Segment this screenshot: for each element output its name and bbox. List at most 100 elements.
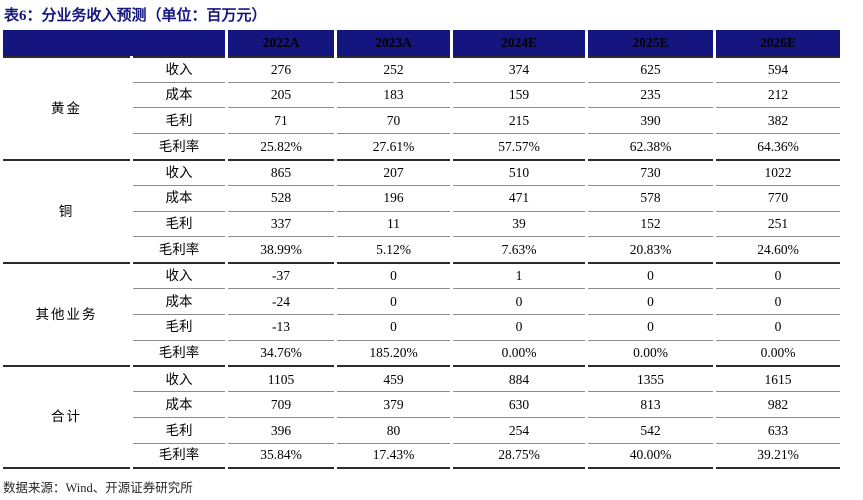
value-cell: 709: [228, 391, 334, 417]
value-cell: 594: [716, 55, 840, 82]
metric-label: 毛利: [133, 210, 225, 237]
value-cell: 152: [588, 210, 713, 237]
value-cell: 20.83%: [588, 236, 713, 262]
table-row: 毛利率 35.84% 17.43% 28.75% 40.00% 39.21%: [3, 442, 840, 469]
metric-label: 成本: [133, 391, 225, 417]
group-label-copper: 铜: [3, 158, 130, 262]
table-row: 毛利率 25.82% 27.61% 57.57% 62.38% 64.36%: [3, 133, 840, 159]
value-cell: 1105: [228, 365, 334, 391]
value-cell: 38.99%: [228, 236, 334, 262]
header-year-2022a: 2022A: [228, 30, 334, 56]
value-cell: 34.76%: [228, 339, 334, 366]
data-source-note: 数据来源：Wind、开源证券研究所: [3, 480, 193, 495]
value-cell: 1355: [588, 365, 713, 391]
value-cell: 64.36%: [716, 133, 840, 159]
value-cell: 7.63%: [453, 236, 585, 262]
value-cell: 276: [228, 55, 334, 82]
value-cell: 62.38%: [588, 133, 713, 159]
value-cell: 0: [337, 262, 450, 288]
value-cell: 337: [228, 210, 334, 237]
value-cell: 235: [588, 81, 713, 108]
value-cell: 0.00%: [453, 339, 585, 366]
value-cell: 25.82%: [228, 133, 334, 159]
table-row: 成本 709 379 630 813 982: [3, 391, 840, 417]
value-cell: 159: [453, 81, 585, 108]
metric-label: 毛利率: [133, 339, 225, 366]
table-row: 毛利 337 11 39 152 251: [3, 210, 840, 237]
value-cell: 39: [453, 210, 585, 237]
table-row: 铜 收入 865 207 510 730 1022: [3, 158, 840, 218]
value-cell: 374: [453, 55, 585, 82]
metric-label: 成本: [133, 184, 225, 211]
value-cell: 70: [337, 107, 450, 133]
value-cell: 633: [716, 416, 840, 443]
value-cell: 379: [337, 391, 450, 417]
table-row: 其他业务 收入 -37 0 1 0 0: [3, 262, 840, 321]
value-cell: 80: [337, 416, 450, 443]
group-label-other: 其他业务: [3, 262, 130, 365]
value-cell: 1: [453, 262, 585, 288]
metric-label: 收入: [133, 158, 225, 185]
value-cell: 0: [588, 287, 713, 314]
value-cell: 528: [228, 184, 334, 211]
table-row: 成本 -24 0 0 0 0: [3, 287, 840, 314]
metric-label: 毛利率: [133, 442, 225, 469]
table-header-row: 2022A 2023A 2024E 2025E 2026E: [3, 30, 840, 56]
value-cell: 865: [228, 158, 334, 185]
header-empty-cell: [3, 30, 225, 56]
metric-label: 毛利: [133, 416, 225, 443]
value-cell: 207: [337, 158, 450, 185]
metric-label: 收入: [133, 262, 225, 288]
value-cell: 578: [588, 184, 713, 211]
table-row: 合计 收入 1105 459 884 1355 1615: [3, 365, 840, 469]
value-cell: 212: [716, 81, 840, 108]
table-row: 毛利 -13 0 0 0 0: [3, 313, 840, 340]
value-cell: 27.61%: [337, 133, 450, 159]
value-cell: 24.60%: [716, 236, 840, 262]
table-row: 成本 205 183 159 235 212: [3, 81, 840, 108]
value-cell: 813: [588, 391, 713, 417]
value-cell: 630: [453, 391, 585, 417]
value-cell: 0: [453, 313, 585, 340]
header-year-2026e: 2026E: [716, 30, 840, 56]
value-cell: 510: [453, 158, 585, 185]
value-cell: 770: [716, 184, 840, 211]
value-cell: 1615: [716, 365, 840, 391]
metric-label: 成本: [133, 287, 225, 314]
value-cell: 254: [453, 416, 585, 443]
value-cell: -24: [228, 287, 334, 314]
value-cell: 542: [588, 416, 713, 443]
table-row: 毛利 71 70 215 390 382: [3, 107, 840, 133]
metric-label: 毛利: [133, 313, 225, 340]
value-cell: 251: [716, 210, 840, 237]
value-cell: 0: [588, 262, 713, 288]
value-cell: 196: [337, 184, 450, 211]
value-cell: 982: [716, 391, 840, 417]
metric-label: 毛利: [133, 107, 225, 133]
value-cell: 0: [716, 287, 840, 314]
header-year-2023a: 2023A: [337, 30, 450, 56]
value-cell: 390: [588, 107, 713, 133]
value-cell: 71: [228, 107, 334, 133]
value-cell: 0: [337, 287, 450, 314]
value-cell: 11: [337, 210, 450, 237]
value-cell: 40.00%: [588, 442, 713, 469]
value-cell: 0: [453, 287, 585, 314]
value-cell: 39.21%: [716, 442, 840, 469]
table-row: 毛利率 34.76% 185.20% 0.00% 0.00% 0.00%: [3, 339, 840, 366]
value-cell: 215: [453, 107, 585, 133]
value-cell: 471: [453, 184, 585, 211]
value-cell: 17.43%: [337, 442, 450, 469]
value-cell: 0: [716, 313, 840, 340]
value-cell: 35.84%: [228, 442, 334, 469]
value-cell: 0: [716, 262, 840, 288]
value-cell: 1022: [716, 158, 840, 185]
metric-label: 毛利率: [133, 236, 225, 262]
value-cell: 884: [453, 365, 585, 391]
forecast-table: 2022A 2023A 2024E 2025E 2026E 黄金 收入 276 …: [0, 30, 843, 469]
table-row: 毛利 396 80 254 542 633: [3, 416, 840, 443]
metric-label: 毛利率: [133, 133, 225, 159]
value-cell: 28.75%: [453, 442, 585, 469]
page-title: 表6：分业务收入预测（单位：百万元）: [4, 8, 267, 24]
